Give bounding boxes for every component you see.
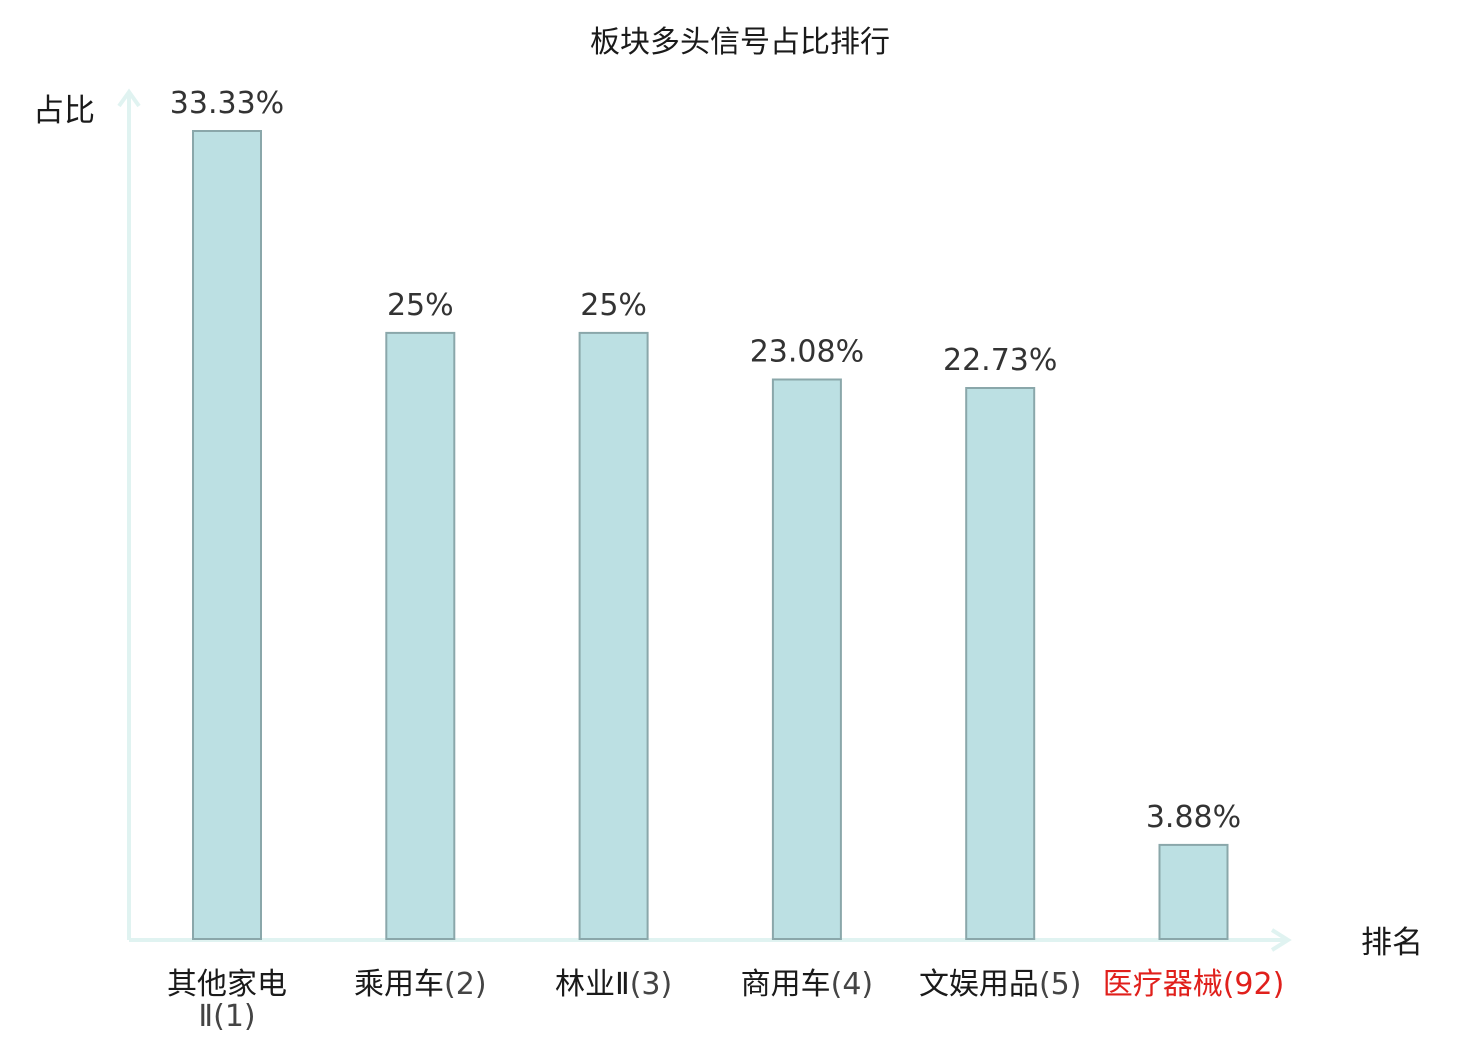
- category-name: 乘用车: [354, 967, 444, 1002]
- y-axis-arrow: [117, 88, 141, 108]
- category-name: 林业Ⅱ: [555, 967, 630, 1002]
- bar-2: [385, 331, 456, 940]
- bar-4: [771, 378, 842, 940]
- category-label-6: 医疗器械(92): [1103, 967, 1285, 1002]
- value-label-1: 33.33%: [170, 86, 284, 121]
- category-label-5: 文娱用品(5): [919, 967, 1081, 1002]
- category-rank: (5): [1039, 967, 1082, 1002]
- category-label-4: 商用车(4): [741, 967, 874, 1002]
- value-label-3: 25%: [580, 288, 647, 323]
- value-labels-group: 33.33% 25% 25% 23.08% 22.73% 3.88%: [170, 86, 1241, 835]
- category-name: 医疗器械: [1103, 967, 1223, 1002]
- bars-group: [192, 130, 1229, 941]
- category-rank: (4): [831, 967, 874, 1002]
- x-axis-label: 排名: [1361, 925, 1423, 961]
- y-axis-label: 占比: [33, 93, 95, 129]
- category-name-continued: Ⅱ(1): [198, 999, 255, 1034]
- x-axis-arrow: [1270, 928, 1292, 952]
- category-rank: (2): [444, 967, 487, 1002]
- category-label-3: 林业Ⅱ(3): [555, 967, 672, 1002]
- category-label-1: 其他家电 Ⅱ(1): [167, 967, 287, 1034]
- bar-6: [1158, 843, 1229, 941]
- category-rank: (92): [1223, 967, 1285, 1002]
- category-name: 文娱用品: [919, 967, 1039, 1002]
- value-label-4: 23.08%: [750, 335, 864, 370]
- value-label-6: 3.88%: [1146, 800, 1241, 835]
- category-rank: (3): [630, 967, 673, 1002]
- category-labels-group: 其他家电 Ⅱ(1) 乘用车(2) 林业Ⅱ(3) 商用车(4) 文娱用品(5) 医疗器械(92…: [167, 967, 1284, 1034]
- bar-3: [578, 331, 649, 940]
- value-label-2: 25%: [387, 288, 454, 323]
- bar-1: [192, 130, 262, 940]
- category-name: 其他家电: [167, 967, 287, 1002]
- category-label-2: 乘用车(2): [354, 967, 487, 1002]
- bar-5: [965, 387, 1036, 940]
- chart-title: 板块多头信号占比排行: [590, 25, 890, 60]
- category-name: 商用车: [741, 967, 831, 1002]
- value-label-5: 22.73%: [943, 343, 1057, 378]
